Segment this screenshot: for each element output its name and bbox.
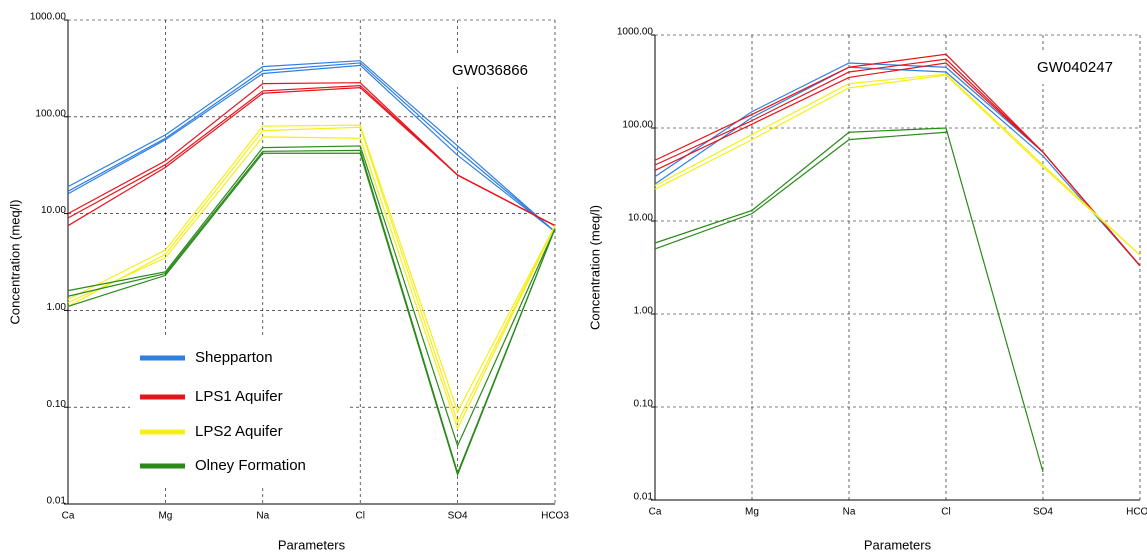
data-line	[67, 149, 556, 475]
y-tick-label: 100.00	[622, 120, 653, 131]
y-tick-label: 1.00	[47, 302, 67, 313]
legend-label: LPS1 Aquifer	[195, 388, 283, 405]
x-tick-label: Mg	[158, 511, 172, 522]
x-tick-label: Na	[843, 507, 856, 518]
x-tick-label: SO4	[448, 511, 468, 522]
data-line	[67, 87, 556, 227]
y-tick-label: 1000.00	[30, 12, 67, 23]
data-line	[67, 152, 556, 477]
data-line	[67, 145, 556, 448]
data-line	[654, 53, 1141, 267]
data-line	[67, 62, 556, 233]
data-line	[67, 84, 556, 227]
legend-label: Shepparton	[195, 349, 273, 366]
y-axis-label: Concentration (meq/l)	[587, 205, 602, 330]
x-tick-label: Ca	[649, 507, 662, 518]
data-line	[654, 62, 1141, 267]
x-tick-label: HCO3	[1126, 507, 1147, 518]
data-line	[654, 73, 1141, 256]
data-line	[654, 74, 1141, 256]
x-tick-label: HCO3	[541, 511, 569, 522]
y-tick-label: 0.10	[47, 399, 67, 410]
annotation-box	[435, 55, 553, 87]
x-tick-label: Cl	[941, 507, 950, 518]
y-tick-label: 0.01	[634, 492, 654, 503]
legend-label: Olney Formation	[195, 457, 306, 474]
y-tick-label: 1000.00	[617, 27, 654, 38]
x-axis-label: Parameters	[864, 537, 932, 552]
y-tick-label: 10.00	[41, 205, 66, 216]
data-line	[67, 126, 556, 424]
legend-label: LPS2 Aquifer	[195, 423, 283, 440]
y-tick-label: 10.00	[628, 213, 653, 224]
y-axis-label: Concentration (meq/l)	[7, 200, 22, 325]
x-tick-label: Ca	[62, 511, 75, 522]
data-line	[654, 58, 1141, 267]
data-line	[67, 124, 556, 414]
y-tick-label: 0.10	[634, 399, 654, 410]
x-tick-label: Cl	[355, 511, 364, 522]
annotation: GW040247	[1037, 59, 1113, 76]
y-tick-label: 0.01	[47, 496, 67, 507]
data-line	[654, 66, 1141, 267]
data-line	[67, 82, 556, 227]
annotation-box	[1020, 52, 1138, 84]
data-line	[67, 64, 556, 233]
data-line	[654, 62, 1141, 267]
data-line	[654, 131, 947, 250]
x-tick-label: Na	[256, 511, 269, 522]
data-line	[654, 127, 1044, 473]
y-tick-label: 100.00	[35, 108, 66, 119]
data-line	[67, 136, 556, 431]
annotation: GW036866	[452, 62, 528, 79]
x-axis-label: Parameters	[278, 537, 346, 552]
data-line	[67, 60, 556, 233]
x-tick-label: Mg	[745, 507, 759, 518]
y-tick-label: 1.00	[634, 306, 654, 317]
x-tick-label: SO4	[1033, 507, 1053, 518]
